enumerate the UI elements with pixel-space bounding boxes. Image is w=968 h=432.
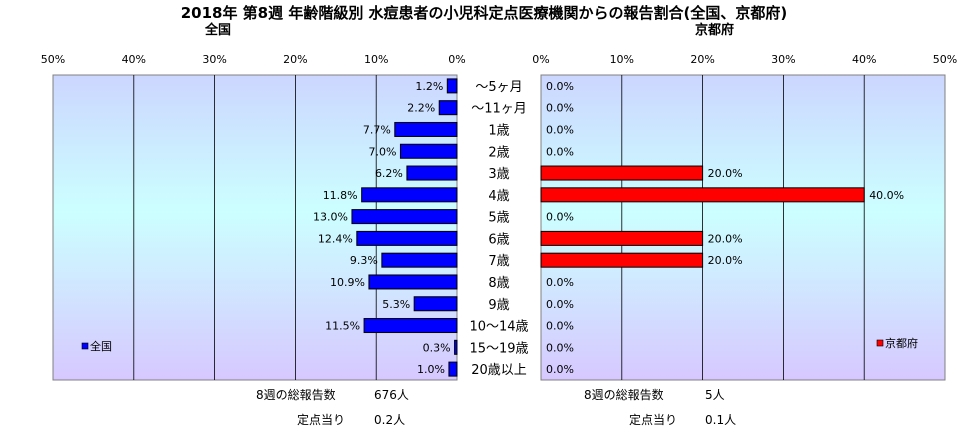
data-label: 1.2%	[415, 80, 443, 93]
kyoto-total-value: 5人	[705, 388, 725, 402]
category-label: 7歳	[488, 254, 509, 269]
kyoto-per-label: 定点当り	[629, 413, 678, 427]
data-label: 0.0%	[546, 363, 574, 376]
data-label: 20.0%	[708, 167, 743, 180]
bar	[413, 296, 458, 312]
tick-label: 10%	[610, 53, 634, 66]
bar	[406, 165, 458, 181]
data-label: 0.0%	[546, 123, 574, 136]
category-label: ～5ヶ月	[475, 80, 522, 95]
tick-label: 40%	[852, 53, 876, 66]
data-label: 40.0%	[869, 189, 904, 202]
data-label: 0.0%	[546, 276, 574, 289]
data-label: 10.9%	[330, 276, 365, 289]
data-label: 0.0%	[546, 211, 574, 224]
kyoto-total-label: 8週の総報告数	[584, 388, 664, 402]
legend-swatch-national	[81, 342, 89, 350]
kyoto-per-value: 0.1人	[705, 413, 737, 427]
data-label: 5.3%	[382, 298, 410, 311]
chart-title: 2018年 第8週 年齢階級別 水痘患者の小児科定点医療機関からの報告割合(全国…	[180, 4, 788, 22]
category-label: ～11ヶ月	[471, 102, 527, 117]
tick-label: 10%	[364, 53, 388, 66]
bar	[351, 209, 458, 225]
data-label: 2.2%	[407, 102, 435, 115]
data-label: 7.7%	[363, 123, 391, 136]
national-per-value: 0.2人	[374, 413, 406, 427]
bar	[394, 121, 458, 137]
category-label: 10～14歳	[469, 320, 528, 335]
tick-label: 0%	[448, 53, 465, 66]
bar	[368, 274, 458, 290]
category-label: 6歳	[488, 232, 509, 247]
data-label: 9.3%	[350, 254, 378, 267]
tick-label: 40%	[122, 53, 146, 66]
plot-area-kyoto	[540, 74, 946, 381]
category-label: 9歳	[488, 298, 509, 313]
legend-label-national: 全国	[90, 339, 112, 353]
data-label: 0.0%	[546, 320, 574, 333]
data-label: 6.2%	[375, 167, 403, 180]
bar	[454, 339, 458, 355]
data-label: 12.4%	[318, 232, 353, 245]
category-label: 8歳	[488, 276, 509, 291]
category-label: 15～19歳	[469, 341, 528, 356]
bar	[540, 187, 865, 203]
bar	[446, 78, 458, 94]
national-total-label: 8週の総報告数	[256, 388, 336, 402]
national-total-value: 676人	[374, 388, 409, 402]
legend-label-kyoto: 京都府	[885, 336, 918, 350]
data-label: 11.5%	[325, 320, 360, 333]
category-label: 2歳	[488, 145, 509, 160]
bar	[540, 252, 704, 268]
bar	[540, 165, 704, 181]
category-label: 20歳以上	[471, 363, 527, 378]
legend-swatch-kyoto	[876, 339, 884, 347]
bar	[361, 187, 458, 203]
data-label: 0.0%	[546, 102, 574, 115]
bar	[356, 230, 458, 246]
tick-label: 20%	[283, 53, 307, 66]
bar	[399, 143, 458, 159]
data-label: 7.0%	[368, 145, 396, 158]
tick-label: 50%	[41, 53, 65, 66]
bar	[438, 100, 458, 116]
national-per-label: 定点当り	[297, 413, 346, 427]
tick-label: 50%	[933, 53, 957, 66]
data-label: 20.0%	[708, 232, 743, 245]
tick-label: 0%	[532, 53, 549, 66]
category-label: 5歳	[488, 211, 509, 226]
tick-label: 20%	[690, 53, 714, 66]
bar	[540, 230, 704, 246]
category-label: 3歳	[488, 167, 509, 182]
data-label: 0.3%	[423, 341, 451, 354]
tick-label: 30%	[202, 53, 226, 66]
data-label: 13.0%	[313, 211, 348, 224]
data-label: 1.0%	[417, 363, 445, 376]
category-label: 4歳	[488, 189, 509, 204]
data-label: 20.0%	[708, 254, 743, 267]
data-label: 0.0%	[546, 145, 574, 158]
bar	[448, 361, 458, 377]
data-label: 11.8%	[323, 189, 358, 202]
data-label: 0.0%	[546, 80, 574, 93]
data-label: 0.0%	[546, 298, 574, 311]
right-panel-title: 京都府	[695, 23, 735, 38]
plot-area-national	[52, 74, 458, 381]
tick-label: 30%	[771, 53, 795, 66]
bar	[381, 252, 458, 268]
bar	[363, 318, 458, 334]
left-panel-title: 全国	[205, 23, 232, 38]
data-label: 0.0%	[546, 341, 574, 354]
category-label: 1歳	[488, 123, 509, 138]
